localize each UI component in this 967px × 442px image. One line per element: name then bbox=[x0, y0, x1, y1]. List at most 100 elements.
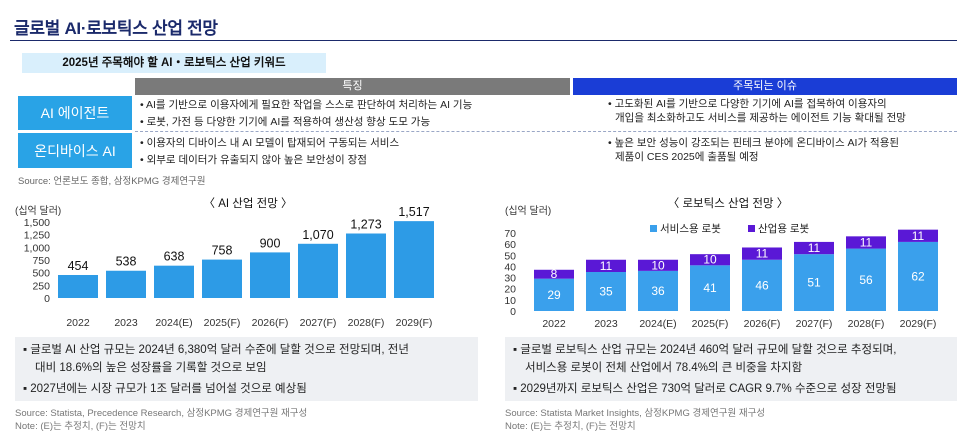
segment-label: 36 bbox=[651, 284, 665, 298]
ai-notes-box: ▪ 글로벌 AI 산업 규모는 2024년 6,380억 달러 수준에 달할 것… bbox=[15, 337, 478, 401]
segment-label: 11 bbox=[600, 259, 613, 273]
page-title: 글로벌 AI·로보틱스 산업 전망 bbox=[14, 19, 218, 38]
bar bbox=[298, 243, 338, 298]
segment-label: 8 bbox=[551, 267, 558, 281]
ai-note-line-1: ▪ 글로벌 AI 산업 규모는 2024년 6,380억 달러 수준에 달할 것… bbox=[23, 344, 409, 356]
issues-column-header: 주목되는 이슈 bbox=[573, 78, 957, 95]
x-tick-label: 2026(F) bbox=[252, 317, 289, 329]
y-tick-label: 750 bbox=[32, 255, 50, 267]
service-bar-segment bbox=[638, 270, 678, 311]
legend-label: 서비스용 로봇 bbox=[660, 223, 721, 235]
x-tick-label: 2022 bbox=[66, 317, 90, 329]
x-tick-label: 2025(F) bbox=[204, 317, 241, 329]
x-tick-label: 2028(F) bbox=[348, 317, 385, 329]
legend-label: 산업용 로봇 bbox=[758, 223, 810, 235]
segment-label: 46 bbox=[755, 278, 769, 292]
robot-note-line-2: 서비스용 로봇이 전체 산업에서 78.4%의 큰 비중을 차지함 bbox=[525, 362, 803, 374]
service-bar-segment bbox=[586, 272, 626, 311]
source-note-top: Source: 언론보도 종합, 삼정KPMG 경제연구원 bbox=[18, 176, 206, 187]
ai-agent-feature-1: • AI를 기반으로 이용자에게 필요한 작업을 스스로 판단하여 처리하는 A… bbox=[140, 99, 473, 111]
segment-label: 41 bbox=[703, 281, 717, 295]
service-bar-segment bbox=[846, 248, 886, 311]
ai-note-line-2: 대비 18.6%의 높은 성장률을 기록할 것으로 보임 bbox=[35, 362, 267, 374]
y-tick-label: 20 bbox=[504, 284, 516, 296]
ai-chart-unit: (십억 달러) bbox=[15, 206, 62, 217]
ai-note-line-3: ▪ 2027년에는 시장 규모가 1조 달러를 넘어설 것으로 예상됨 bbox=[23, 383, 307, 395]
row-label-on-device-ai: 온디바이스 AI bbox=[18, 133, 132, 168]
industrial-bar-segment bbox=[690, 254, 730, 266]
service-bar-segment bbox=[534, 278, 574, 311]
bar bbox=[250, 252, 290, 298]
segment-label: 29 bbox=[547, 288, 561, 302]
y-tick-label: 40 bbox=[504, 261, 516, 273]
segment-label: 11 bbox=[860, 235, 873, 249]
segment-label: 62 bbox=[911, 269, 925, 283]
data-label: 454 bbox=[68, 259, 89, 273]
industrial-bar-segment bbox=[742, 247, 782, 260]
row-divider bbox=[573, 131, 957, 132]
service-bar-segment bbox=[742, 259, 782, 311]
robot-note-line-1: ▪ 글로벌 로보틱스 산업 규모는 2024년 460억 달러 규모에 달할 것… bbox=[513, 344, 897, 356]
segment-label: 11 bbox=[912, 229, 925, 243]
y-tick-label: 0 bbox=[510, 306, 516, 318]
bar bbox=[346, 233, 386, 298]
robot-chart-unit: (십억 달러) bbox=[505, 206, 552, 217]
data-label: 900 bbox=[260, 236, 281, 250]
data-label: 1,273 bbox=[350, 218, 381, 232]
industrial-bar-segment bbox=[534, 269, 574, 279]
robot-source: Source: Statista Market Insights, 삼정KPMG… bbox=[505, 408, 766, 419]
ai-note: Note: (E)는 추정치, (F)는 전망치 bbox=[15, 421, 146, 432]
data-label: 1,517 bbox=[398, 205, 429, 219]
x-tick-label: 2029(F) bbox=[396, 317, 433, 329]
segment-label: 11 bbox=[808, 241, 821, 255]
features-column-header: 특징 bbox=[135, 78, 570, 95]
segment-label: 10 bbox=[651, 258, 665, 272]
x-tick-label: 2025(F) bbox=[692, 318, 729, 330]
industrial-bar-segment bbox=[794, 241, 834, 255]
on-device-feature-2: • 외부로 데이터가 유출되지 않아 높은 보안성이 장점 bbox=[140, 154, 367, 166]
data-label: 638 bbox=[164, 250, 185, 264]
ai-chart-title: 〈 AI 산업 전망 〉 bbox=[203, 198, 293, 210]
y-tick-label: 60 bbox=[504, 239, 516, 251]
y-tick-label: 1,000 bbox=[24, 242, 50, 254]
ai-agent-issue-2: 개입을 최소화하고도 서비스를 제공하는 에이전트 기능 확대될 전망 bbox=[615, 112, 906, 124]
segment-label: 56 bbox=[859, 273, 873, 287]
industrial-bar-segment bbox=[586, 259, 626, 272]
title-divider bbox=[10, 40, 957, 41]
industrial-bar-segment bbox=[846, 236, 886, 249]
x-tick-label: 2024(E) bbox=[155, 317, 192, 329]
y-tick-label: 1,500 bbox=[24, 217, 50, 229]
y-tick-label: 250 bbox=[32, 280, 50, 292]
y-tick-label: 70 bbox=[504, 228, 516, 240]
y-tick-label: 500 bbox=[32, 268, 50, 280]
data-label: 758 bbox=[212, 244, 233, 258]
bar bbox=[394, 221, 434, 298]
industrial-bar-segment bbox=[638, 259, 678, 271]
legend-service-robot: 서비스용 로봇 bbox=[650, 221, 721, 236]
service-bar-segment bbox=[794, 254, 834, 311]
on-device-feature-1: • 이용자의 디바이스 내 AI 모델이 탑재되어 구동되는 서비스 bbox=[140, 137, 400, 149]
bar bbox=[154, 265, 194, 298]
y-tick-label: 10 bbox=[504, 295, 516, 307]
segment-label: 11 bbox=[756, 247, 769, 261]
x-tick-label: 2023 bbox=[114, 317, 138, 329]
ai-source: Source: Statista, Precedence Research, 삼… bbox=[15, 408, 308, 419]
robot-stacked-bar-chart: 01020304050607029820223511202336102024(E… bbox=[504, 228, 938, 330]
x-tick-label: 2022 bbox=[542, 318, 566, 330]
on-device-issue-1: • 높은 보안 성능이 강조되는 핀테크 분야에 온디바이스 AI가 적용된 bbox=[608, 137, 900, 149]
keyword-table-title: 2025년 주목해야 할 AI・로보틱스 산업 키워드 bbox=[22, 53, 326, 73]
x-tick-label: 2027(F) bbox=[300, 317, 337, 329]
x-tick-label: 2024(E) bbox=[639, 318, 676, 330]
x-tick-label: 2023 bbox=[594, 318, 618, 330]
robot-note-line-3: ▪ 2029년까지 로보틱스 산업은 730억 달러로 CAGR 9.7% 수준… bbox=[513, 383, 897, 395]
service-bar-segment bbox=[690, 265, 730, 311]
robot-chart-title: 〈 로보틱스 산업 전망 〉 bbox=[667, 198, 789, 210]
segment-label: 35 bbox=[599, 285, 613, 299]
robot-notes-box: ▪ 글로벌 로보틱스 산업 규모는 2024년 460억 달러 규모에 달할 것… bbox=[505, 337, 957, 401]
legend-industrial-robot: 산업용 로봇 bbox=[748, 221, 809, 236]
robot-note: Note: (E)는 추정치, (F)는 전망치 bbox=[505, 421, 636, 432]
industrial-bar-segment bbox=[898, 229, 938, 242]
segment-label: 10 bbox=[703, 253, 717, 267]
segment-label: 51 bbox=[807, 276, 821, 290]
